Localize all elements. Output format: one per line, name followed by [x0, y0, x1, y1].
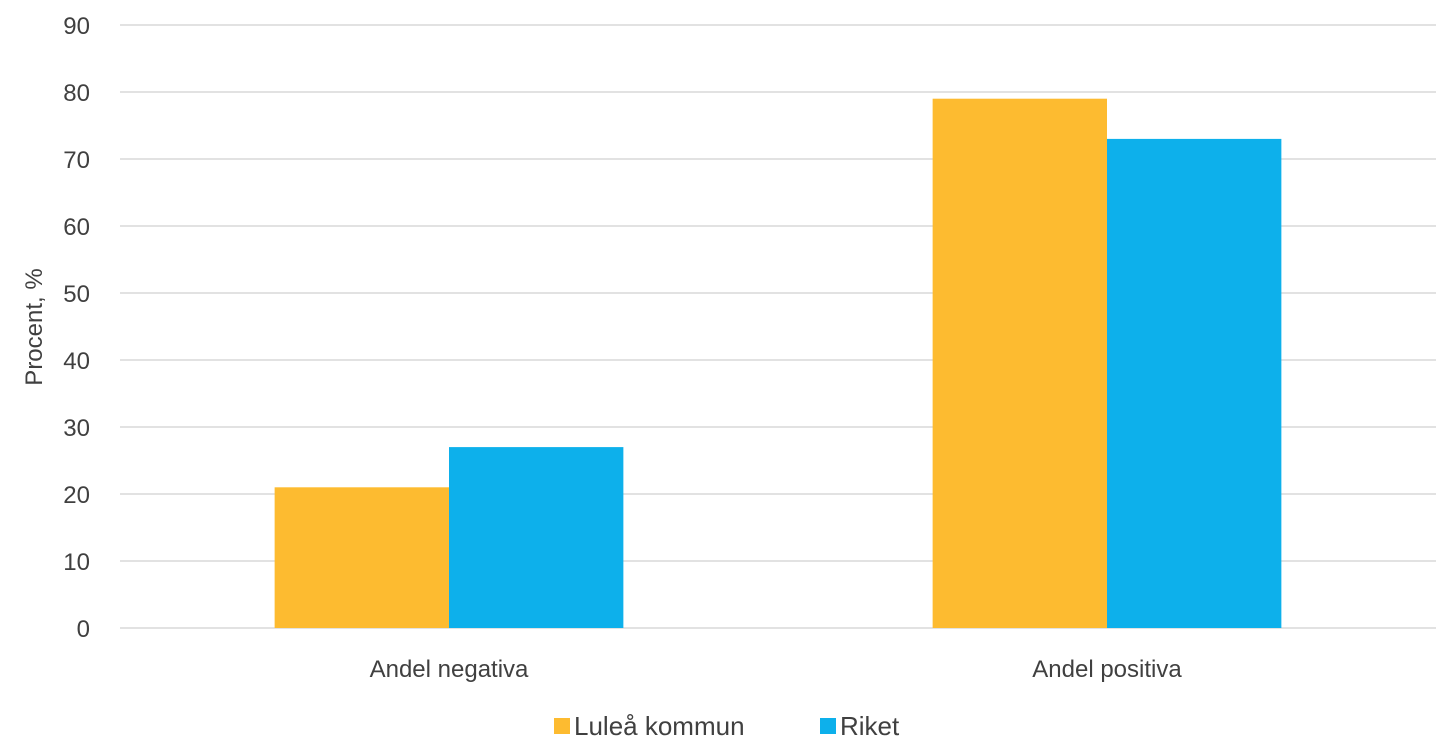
- y-tick-label: 50: [63, 281, 90, 308]
- y-axis-title: Procent, %: [21, 268, 48, 385]
- x-axis-categories: Andel negativa Andel positiva: [370, 656, 1183, 683]
- bar: [274, 487, 449, 628]
- legend-label: Luleå kommun: [574, 711, 745, 741]
- y-tick-label: 80: [63, 80, 90, 107]
- y-axis-ticks: 0 10 20 30 40 50 60 70 80 90: [63, 13, 90, 643]
- legend-swatch: [820, 718, 836, 734]
- legend-swatch: [554, 718, 570, 734]
- legend-item: Riket: [820, 711, 900, 741]
- legend-label: Riket: [840, 711, 900, 741]
- bars: [274, 98, 1282, 628]
- y-tick-label: 60: [63, 214, 90, 241]
- x-category-label: Andel negativa: [370, 656, 529, 683]
- y-tick-label: 0: [77, 616, 90, 643]
- bar: [1107, 138, 1282, 628]
- x-category-label: Andel positiva: [1032, 656, 1182, 683]
- legend: Luleå kommun Riket: [554, 711, 900, 741]
- bar: [449, 447, 624, 628]
- y-tick-label: 90: [63, 13, 90, 40]
- legend-item: Luleå kommun: [554, 711, 745, 741]
- y-tick-label: 20: [63, 482, 90, 509]
- y-tick-label: 10: [63, 549, 90, 576]
- y-tick-label: 40: [63, 348, 90, 375]
- bar: [932, 98, 1107, 628]
- y-tick-label: 30: [63, 415, 90, 442]
- y-tick-label: 70: [63, 147, 90, 174]
